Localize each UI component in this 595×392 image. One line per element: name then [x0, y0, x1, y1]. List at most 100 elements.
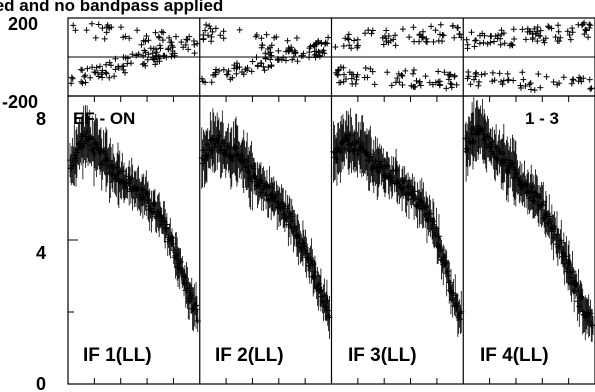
amplitude-point — [193, 302, 199, 309]
phase-point — [423, 35, 430, 42]
amplitude-point — [163, 221, 170, 228]
phase-point — [555, 28, 562, 35]
phase-point — [267, 56, 274, 63]
phase-point — [517, 82, 524, 89]
phase-point — [364, 74, 371, 81]
phase-point — [335, 72, 341, 79]
phase-point — [236, 26, 243, 33]
phase-point — [158, 28, 165, 35]
phase-point — [369, 68, 376, 75]
phase-point — [416, 38, 422, 45]
phase-point — [239, 69, 245, 75]
phase-point — [413, 77, 420, 84]
phase-point — [451, 73, 458, 80]
phase-point — [320, 47, 327, 54]
phase-point — [437, 21, 444, 28]
phase-point — [144, 56, 151, 63]
phase-point — [68, 74, 75, 81]
phase-point — [445, 76, 452, 83]
phase-point — [120, 66, 127, 73]
phase-point — [180, 44, 187, 51]
amplitude-point — [412, 188, 418, 195]
phase-point — [419, 33, 426, 40]
phase-ytick-bottom: -200 — [2, 92, 38, 112]
phase-point — [99, 74, 106, 81]
phase-point — [500, 77, 507, 84]
phase-point — [340, 43, 347, 49]
phase-point — [555, 22, 562, 29]
phase-point — [260, 63, 267, 70]
phase-point — [233, 70, 240, 77]
phase-point — [257, 60, 264, 67]
phase-point — [227, 76, 234, 83]
phase-point — [447, 80, 454, 87]
phase-point — [348, 45, 355, 52]
annotation-range: 1 - 3 — [525, 109, 559, 128]
phase-point — [258, 35, 265, 42]
phase-point — [519, 69, 526, 76]
phase-point — [468, 29, 475, 36]
phase-point — [354, 36, 361, 43]
phase-point — [178, 39, 185, 46]
phase-point — [217, 32, 224, 39]
amplitude-point — [323, 297, 330, 304]
phase-point — [556, 80, 563, 87]
phase-point — [542, 35, 549, 42]
phase-point — [261, 67, 268, 74]
phase-point — [412, 83, 419, 90]
phase-point — [432, 27, 439, 34]
phase-point — [248, 68, 255, 75]
phase-point — [426, 79, 433, 86]
phase-point — [152, 52, 159, 59]
phase-point — [99, 25, 106, 32]
phase-point — [500, 30, 507, 37]
phase-point — [216, 67, 223, 74]
phase-point — [290, 53, 297, 60]
phase-point — [169, 42, 176, 49]
phase-point — [464, 45, 471, 52]
phase-point — [410, 24, 417, 31]
phase-point — [579, 21, 586, 28]
phase-point — [268, 42, 275, 49]
phase-point — [106, 59, 113, 66]
amplitude-point — [445, 272, 452, 279]
phase-point — [569, 25, 576, 32]
amp-ytick-0: 0 — [36, 374, 46, 392]
phase-point — [428, 23, 435, 30]
phase-point — [141, 47, 148, 54]
phase-point — [531, 87, 538, 94]
phase-point — [183, 36, 190, 43]
phase-point — [537, 27, 544, 34]
amplitude-point — [436, 233, 442, 240]
phase-point — [154, 58, 161, 65]
phase-point — [211, 71, 218, 78]
phase-point — [531, 25, 538, 32]
phase-point — [537, 84, 544, 91]
phase-point — [566, 32, 573, 38]
phase-point — [244, 64, 251, 71]
phase-point — [102, 69, 109, 76]
phase-point — [112, 66, 119, 73]
phase-point — [152, 29, 159, 36]
phase-point — [124, 55, 131, 62]
amplitude-point — [128, 175, 135, 181]
phase-point — [411, 67, 417, 73]
phase-point — [522, 36, 529, 43]
phase-point — [368, 30, 375, 37]
phase-point — [552, 34, 559, 40]
phase-point — [530, 31, 536, 38]
phase-point — [354, 42, 361, 49]
phase-point — [120, 34, 127, 41]
phase-point — [312, 41, 318, 48]
phase-point — [208, 38, 215, 45]
phase-point — [315, 39, 322, 46]
phase-point — [402, 67, 409, 74]
phase-point — [209, 28, 216, 35]
phase-point — [300, 50, 307, 57]
phase-point — [371, 81, 378, 88]
phase-point — [588, 85, 595, 92]
phase-point — [220, 66, 227, 73]
phase-point — [543, 73, 550, 80]
phase-point — [112, 55, 119, 62]
phase-point — [220, 35, 227, 42]
